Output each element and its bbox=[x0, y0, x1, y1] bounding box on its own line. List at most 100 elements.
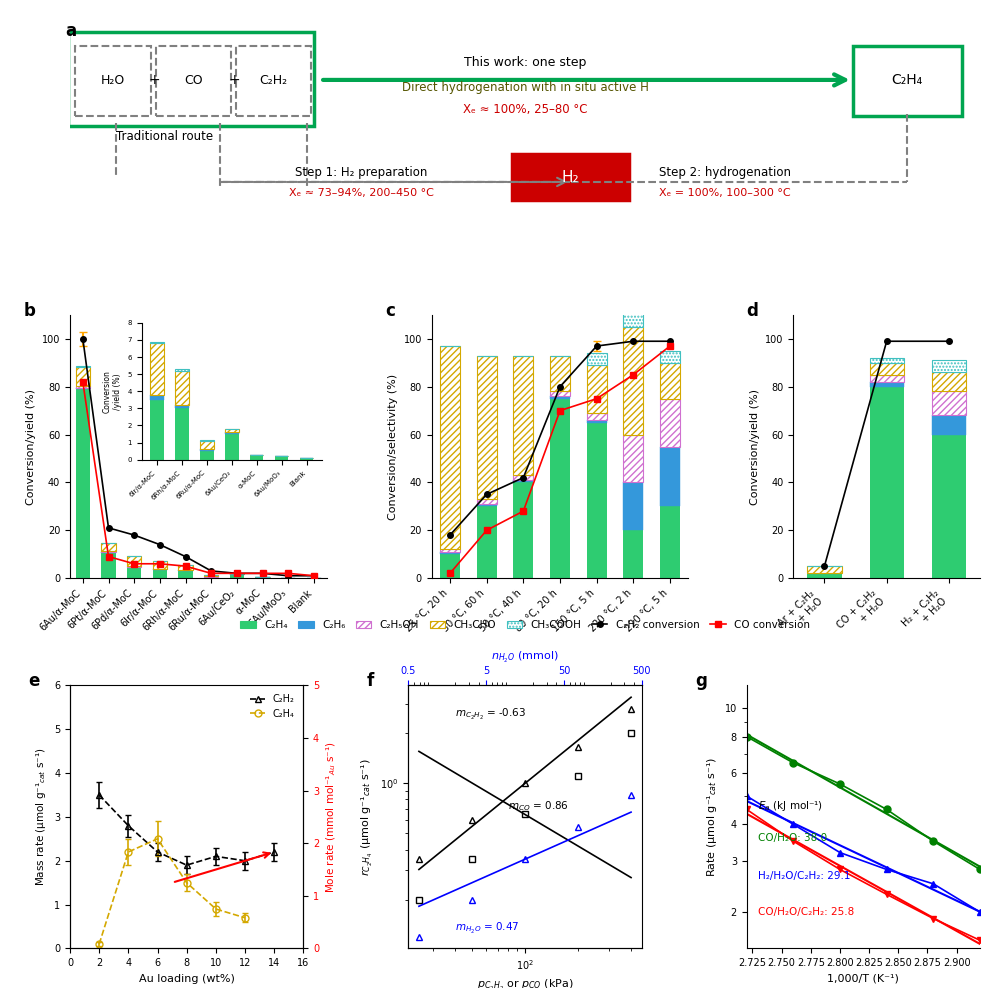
Bar bbox=[932, 391, 966, 415]
Bar bbox=[101, 552, 116, 553]
Bar bbox=[178, 571, 193, 578]
H₂O bbox=[572, 821, 584, 833]
FancyBboxPatch shape bbox=[75, 46, 151, 116]
Line: CO: CO bbox=[415, 705, 635, 863]
X-axis label: 1,000/T (K⁻¹): 1,000/T (K⁻¹) bbox=[827, 974, 899, 984]
Text: b: b bbox=[24, 301, 36, 320]
Bar bbox=[477, 499, 497, 504]
Bar bbox=[76, 386, 90, 388]
Text: Direct hydrogenation with in situ active H: Direct hydrogenation with in situ active… bbox=[402, 81, 648, 95]
Bar bbox=[204, 575, 218, 576]
Text: +: + bbox=[229, 73, 241, 87]
C₂H₂ bbox=[519, 808, 531, 820]
FancyBboxPatch shape bbox=[512, 154, 629, 201]
Text: $m_{C_2H_2}$ = -0.63: $m_{C_2H_2}$ = -0.63 bbox=[455, 707, 526, 722]
Text: d: d bbox=[747, 301, 759, 320]
C₂H₂ bbox=[572, 771, 584, 782]
C₂H₂ bbox=[625, 727, 637, 739]
Legend: C₂H₂, C₂H₄: C₂H₂, C₂H₄ bbox=[246, 691, 298, 723]
Line: H₂/H₂O/C₂H₂: H₂/H₂O/C₂H₂ bbox=[743, 792, 983, 916]
Bar bbox=[440, 552, 460, 554]
Bar bbox=[807, 566, 842, 573]
Text: e: e bbox=[28, 672, 39, 691]
Bar bbox=[660, 363, 680, 399]
H₂/H₂O/C₂H₂ bbox=[834, 847, 846, 859]
CO bbox=[625, 703, 637, 715]
Bar bbox=[76, 366, 90, 367]
Bar bbox=[76, 367, 90, 386]
Text: CO: CO bbox=[184, 74, 203, 87]
Bar bbox=[477, 356, 497, 499]
Bar bbox=[440, 346, 460, 549]
Legend: C₂H₄, C₂H₆, C₂H₅OH, CH₃CHO, CH₃COOH, C₂H₂ conversion, CO conversion: C₂H₄, C₂H₆, C₂H₅OH, CH₃CHO, CH₃COOH, C₂H… bbox=[236, 616, 814, 634]
Bar bbox=[477, 506, 497, 578]
CO/H₂O bbox=[881, 803, 893, 815]
CO/H₂O bbox=[834, 779, 846, 790]
CO bbox=[413, 854, 425, 865]
Y-axis label: Conversion/yield (%): Conversion/yield (%) bbox=[26, 388, 36, 505]
CO bbox=[466, 814, 478, 826]
FancyBboxPatch shape bbox=[236, 46, 311, 116]
FancyBboxPatch shape bbox=[156, 46, 231, 116]
Bar bbox=[101, 543, 116, 550]
Line: H₂O: H₂O bbox=[415, 791, 635, 940]
Bar bbox=[623, 327, 643, 435]
C₂H₂ bbox=[466, 854, 478, 865]
Bar bbox=[660, 351, 680, 363]
Bar bbox=[660, 399, 680, 447]
Bar bbox=[932, 361, 966, 372]
Text: Xₑ = 100%, 100–300 °C: Xₑ = 100%, 100–300 °C bbox=[659, 188, 791, 198]
CO bbox=[572, 741, 584, 753]
Text: Xₑ ≈ 73–94%, 200–450 °C: Xₑ ≈ 73–94%, 200–450 °C bbox=[289, 188, 434, 198]
Bar bbox=[660, 447, 680, 506]
Bar bbox=[127, 567, 141, 578]
Text: $E_a$ (kJ mol⁻¹): $E_a$ (kJ mol⁻¹) bbox=[758, 799, 823, 813]
H₂O bbox=[519, 854, 531, 865]
CO/H₂O/C₂H₂ bbox=[881, 888, 893, 900]
Bar bbox=[587, 423, 607, 578]
Text: Xₑ ≈ 100%, 25–80 °C: Xₑ ≈ 100%, 25–80 °C bbox=[463, 103, 587, 116]
Line: CO/H₂O/C₂H₂: CO/H₂O/C₂H₂ bbox=[743, 806, 983, 944]
H₂/H₂O/C₂H₂ bbox=[741, 790, 753, 802]
H₂/H₂O/C₂H₂ bbox=[974, 906, 986, 918]
Bar bbox=[587, 413, 607, 420]
Text: +: + bbox=[149, 73, 160, 87]
CO/H₂O bbox=[927, 835, 939, 847]
Text: C₂H₂: C₂H₂ bbox=[259, 74, 287, 87]
Y-axis label: Rate (µmol g⁻¹$_{cat}$ s⁻¹): Rate (µmol g⁻¹$_{cat}$ s⁻¹) bbox=[705, 757, 719, 877]
H₂O bbox=[413, 931, 425, 943]
Bar bbox=[153, 570, 167, 578]
H₂/H₂O/C₂H₂ bbox=[787, 818, 799, 830]
Bar bbox=[870, 363, 904, 374]
Text: H₂: H₂ bbox=[562, 170, 579, 185]
Bar bbox=[870, 374, 904, 382]
Text: Step 2: hydrogenation: Step 2: hydrogenation bbox=[659, 166, 791, 179]
Text: Traditional route: Traditional route bbox=[116, 130, 213, 143]
Y-axis label: Mole rate (mmol mol⁻¹$_{Au}$ s⁻¹): Mole rate (mmol mol⁻¹$_{Au}$ s⁻¹) bbox=[325, 741, 338, 892]
Bar bbox=[623, 531, 643, 578]
Bar bbox=[153, 561, 167, 568]
Text: a: a bbox=[65, 22, 77, 41]
CO/H₂O/C₂H₂ bbox=[834, 864, 846, 875]
Y-axis label: $r_{C_2H_4}$ (µmol g⁻¹$_{cat}$ s⁻¹): $r_{C_2H_4}$ (µmol g⁻¹$_{cat}$ s⁻¹) bbox=[360, 758, 375, 875]
H₂/H₂O/C₂H₂ bbox=[881, 864, 893, 875]
Bar bbox=[550, 391, 570, 396]
Bar bbox=[513, 475, 533, 480]
CO/H₂O bbox=[974, 864, 986, 875]
Bar bbox=[513, 480, 533, 482]
Bar bbox=[550, 399, 570, 578]
Bar bbox=[587, 353, 607, 366]
CO/H₂O/C₂H₂ bbox=[927, 913, 939, 925]
CO/H₂O bbox=[787, 757, 799, 769]
Bar bbox=[870, 358, 904, 363]
Bar bbox=[76, 389, 90, 578]
Line: C₂H₂: C₂H₂ bbox=[415, 730, 635, 903]
Bar bbox=[204, 577, 218, 578]
H₂O bbox=[466, 894, 478, 906]
Bar bbox=[870, 386, 904, 578]
Bar bbox=[550, 396, 570, 399]
Text: C₂H₄: C₂H₄ bbox=[892, 73, 923, 87]
Bar bbox=[870, 382, 904, 386]
Bar bbox=[101, 553, 116, 578]
Bar bbox=[76, 388, 90, 389]
